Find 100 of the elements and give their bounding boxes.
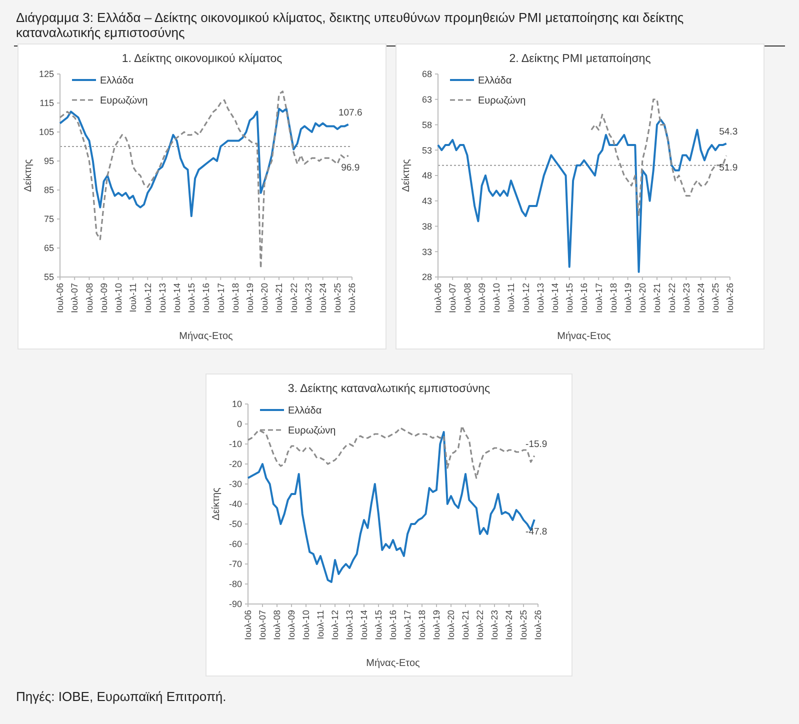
x-tick-label: Ιουλ-16: [388, 610, 398, 640]
y-tick-label: -90: [228, 599, 242, 610]
x-tick-label: Ιουλ-24: [504, 610, 514, 640]
x-tick-label: Ιουλ-10: [114, 283, 124, 313]
y-tick-label: 38: [422, 221, 432, 232]
x-tick-label: Ιουλ-13: [535, 283, 546, 313]
x-tick-label: Ιουλ-10: [301, 610, 312, 640]
x-tick-label: Ιουλ-06: [243, 610, 254, 640]
x-tick-label: Ιουλ-11: [506, 283, 516, 312]
text: Πηγές: ΙΟΒΕ, Ευρωπαϊκή Επιτροπή.: [16, 689, 226, 704]
y-tick-label: -70: [228, 559, 242, 570]
x-tick-label: Ιουλ-17: [216, 283, 226, 313]
y-tick-label: 95: [44, 156, 54, 166]
x-tick-label: Ιουλ-25: [710, 283, 721, 313]
x-tick-label: Ιουλ-22: [475, 610, 486, 640]
y-axis-title: Δείκτης: [211, 487, 222, 520]
x-tick-label: Ιουλ-13: [157, 283, 168, 313]
x-tick-label: Ιουλ-08: [84, 283, 94, 313]
x-tick-label: Ιουλ-14: [359, 610, 370, 640]
annotation: -47.8: [526, 526, 548, 538]
x-tick-label: Ιουλ-20: [638, 283, 648, 313]
x-tick-label: Ιουλ-22: [288, 283, 299, 313]
y-tick-label: -80: [228, 579, 242, 590]
x-tick-label: Ιουλ-23: [490, 610, 500, 640]
x-tick-label: Ιουλ-09: [476, 283, 487, 313]
y-tick-label: 43: [422, 196, 432, 206]
annotation: 54.3: [719, 126, 738, 138]
y-tick-label: -30: [228, 479, 242, 490]
x-tick-label: Ιουλ-19: [622, 283, 633, 313]
x-tick-label: Ιουλ-08: [272, 610, 282, 640]
x-tick-label: Ιουλ-23: [303, 283, 314, 313]
x-tick-label: Ιουλ-09: [98, 283, 109, 313]
y-axis-title: Δείκτης: [401, 158, 412, 192]
x-tick-label: Ιουλ-15: [186, 283, 197, 313]
x-tick-label: Ιουλ-21: [274, 283, 284, 313]
x-tick-label: Ιουλ-06: [433, 283, 444, 313]
y-tick-label: 33: [422, 246, 432, 257]
x-axis-title: Μήνας-Ετος: [179, 331, 234, 342]
x-tick-label: Ιουλ-26: [347, 283, 358, 313]
x-tick-label: Ιουλ-17: [402, 610, 413, 640]
x-tick-label: Ιουλ-19: [244, 283, 255, 313]
x-tick-label: Ιουλ-24: [696, 283, 706, 313]
x-axis-title: Μήνας-Ετος: [366, 658, 420, 669]
x-tick-label: Ιουλ-12: [330, 610, 340, 640]
x-tick-label: Ιουλ-16: [201, 283, 212, 313]
y-axis-title: Δείκτης: [23, 158, 34, 192]
y-tick-label: -10: [228, 439, 242, 450]
x-tick-label: Ιουλ-20: [260, 283, 270, 313]
y-tick-label: 75: [44, 214, 54, 224]
x-tick-label: Ιουλ-25: [332, 283, 343, 313]
x-axis-title: Μήνας-Ετος: [557, 331, 612, 342]
x-tick-label: Ιουλ-16: [579, 283, 590, 313]
x-tick-label: Ιουλ-15: [564, 283, 575, 313]
annotation: 51.9: [719, 162, 738, 174]
annotation: 107.6: [338, 107, 362, 118]
annotation: 96.9: [341, 162, 360, 174]
x-tick-label: Ιουλ-19: [432, 610, 442, 640]
text: Διάγραμμα 3: Ελλάδα – Δείκτης οικονομικού κλίματος, δεικτης υπευθύνων προμηθειών PMI μεταποίησης και δείκτης καταναλωτικής εμπιστοσύνης: [16, 10, 684, 40]
legend-label: Ευρωζώνη: [100, 96, 148, 106]
y-tick-label: 68: [422, 69, 432, 80]
y-tick-label: -20: [228, 459, 242, 470]
x-tick-label: Ιουλ-21: [460, 610, 471, 640]
x-tick-label: Ιουλ-21: [652, 283, 662, 313]
x-tick-label: Ιουλ-07: [258, 610, 268, 640]
y-tick-label: -40: [228, 499, 242, 510]
chart-title: 3. Δείκτης καταναλωτικής εμπιστοσύνης: [288, 383, 491, 395]
y-tick-label: 48: [422, 170, 432, 181]
y-tick-label: 53: [422, 145, 432, 156]
x-tick-label: Ιουλ-07: [448, 283, 458, 313]
x-tick-label: Ιουλ-23: [681, 283, 692, 313]
x-tick-label: Ιουλ-25: [518, 610, 529, 640]
legend-label: Ελλάδα: [100, 76, 134, 86]
x-tick-label: Ιουλ-18: [230, 283, 240, 313]
y-tick-label: 105: [38, 127, 54, 138]
legend-label: Ευρωζώνη: [478, 96, 526, 106]
y-tick-label: 85: [44, 185, 54, 196]
x-tick-label: Ιουλ-11: [316, 610, 326, 640]
x-tick-label: Ιουλ-22: [666, 283, 677, 313]
y-tick-label: 125: [38, 69, 54, 80]
x-tick-label: Ιουλ-26: [725, 283, 736, 313]
x-tick-label: Ιουλ-14: [550, 283, 560, 313]
x-tick-label: Ιουλ-13: [344, 610, 355, 640]
y-tick-label: -50: [228, 519, 242, 530]
legend-label: Ευρωζώνη: [288, 426, 336, 436]
x-tick-label: Ιουλ-18: [417, 610, 428, 640]
y-tick-label: 115: [40, 98, 54, 108]
x-tick-label: Ιουλ-06: [55, 283, 66, 313]
y-tick-label: 0: [236, 419, 242, 430]
x-tick-label: Ιουλ-12: [142, 283, 153, 313]
annotation: -15.9: [526, 438, 548, 450]
x-tick-label: Ιουλ-09: [286, 610, 297, 640]
x-tick-label: Ιουλ-18: [608, 283, 618, 313]
x-tick-label: Ιουλ-14: [172, 283, 182, 313]
y-tick-label: 55: [44, 272, 54, 282]
y-tick-label: 28: [422, 272, 432, 282]
y-tick-label: 10: [232, 399, 242, 410]
x-tick-label: Ιουλ-07: [70, 283, 80, 313]
y-tick-label: -60: [228, 539, 242, 550]
legend-label: Ελλάδα: [288, 406, 322, 416]
chart-title: 2. Δείκτης PMI μεταποίησης: [509, 53, 652, 65]
